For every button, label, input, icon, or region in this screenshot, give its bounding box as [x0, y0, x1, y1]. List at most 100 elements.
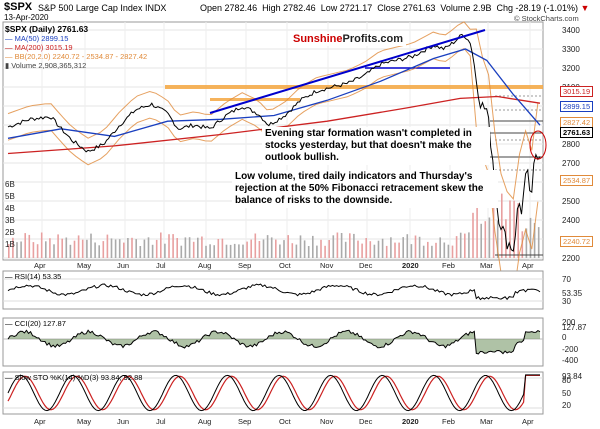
rsi-panel-frame: [2, 270, 544, 310]
volume-bar: [16, 242, 18, 258]
volume-bar: [143, 239, 146, 258]
volume-bar: [398, 242, 400, 258]
callout-evening-star: Evening star formation wasn't completed …: [262, 127, 490, 165]
volume-bar: [464, 233, 466, 258]
volume-bar: [164, 243, 166, 258]
volume-bar: [344, 241, 347, 258]
right-axis-label: 2534.87: [560, 175, 594, 186]
x-tick-label: Apr: [522, 261, 534, 270]
volume-axis-label: 3B: [5, 216, 15, 225]
volume-bar: [476, 202, 478, 258]
legend-volume: ▮ Volume 2,908,365,312: [5, 61, 87, 70]
evening-star-ellipse: [529, 130, 547, 160]
right-axis-label: 20: [562, 401, 571, 410]
volume-bar: [455, 236, 458, 258]
volume-bar: [369, 241, 372, 258]
x-tick-label: Oct: [279, 417, 292, 426]
legend-ma50: — MA(50) 2899.15: [5, 34, 69, 43]
volume-bar: [188, 237, 191, 258]
x-tick-label: Dec: [359, 417, 373, 426]
legend-ma200: — MA(200) 3015.19: [5, 43, 73, 52]
right-axis-label: 93.84: [562, 372, 583, 381]
right-axis-label: 2240.72: [560, 236, 594, 247]
volume-bar: [28, 234, 31, 258]
volume-bar: [114, 239, 117, 258]
x-axis-labels-main: Apr May Jun Jul Aug Sep Oct Nov Dec 2020 Feb Mar Apr: [34, 261, 534, 270]
orange-resistance-zone-1: [165, 85, 543, 89]
volume-bar: [480, 223, 482, 258]
volume-bar: [447, 244, 450, 258]
rsi-line: [7, 283, 541, 301]
volume-bar: [422, 245, 425, 258]
ma50-line: [7, 48, 541, 139]
volume-bar: [250, 239, 252, 258]
volume-bar: [410, 244, 413, 258]
volume-bar: [184, 237, 187, 258]
legend-main: $SPX (Daily) 2761.63: [5, 24, 89, 34]
volume-bar: [221, 238, 224, 258]
volume-bar: [279, 244, 281, 258]
volume-bar: [357, 240, 359, 258]
volume-bar: [332, 235, 335, 258]
volume-bar: [160, 232, 162, 258]
right-axis-label: 2500: [562, 197, 580, 206]
volume-bar: [40, 232, 43, 258]
volume-bar: [102, 241, 105, 258]
sto-label: — Slow STO %K(14) %D(3) 93.84, 92.88: [5, 373, 143, 382]
volume-bar: [435, 242, 437, 258]
volume-bar: [127, 238, 129, 258]
volume-bar: [69, 244, 72, 258]
x-tick-label: Sep: [238, 261, 251, 270]
volume-bar: [418, 236, 421, 258]
volume-bar: [509, 200, 511, 258]
volume-bar: [205, 245, 207, 258]
x-tick-label: 2020: [402, 261, 419, 270]
volume-bar: [229, 244, 232, 258]
blue-trendline: [209, 29, 486, 114]
volume-bar: [53, 244, 55, 258]
volume-bar: [496, 220, 499, 258]
volume-bar: [94, 242, 96, 258]
volume-bar: [414, 235, 417, 258]
right-axis-label: 80: [562, 376, 571, 385]
volume-bar: [431, 245, 433, 258]
x-tick-label: Apr: [34, 417, 46, 426]
right-axis-label: 0: [562, 333, 567, 342]
right-axis-label: 3015.19: [560, 86, 594, 97]
volume-bar: [238, 244, 240, 258]
volume-bar: [525, 228, 528, 258]
volume-bar: [176, 238, 178, 258]
volume-bar: [320, 239, 322, 258]
volume-bar: [299, 235, 302, 258]
volume-axis-label: 1B: [5, 240, 15, 249]
price-line: [7, 33, 541, 252]
x-tick-label: Jun: [117, 261, 129, 270]
right-axis-label: 50: [562, 389, 571, 398]
right-axis-label: 30: [562, 297, 571, 306]
volume-bar: [139, 246, 142, 258]
right-axis-label: 200: [562, 318, 576, 327]
volume-bar: [106, 234, 109, 258]
volume-bar: [537, 227, 540, 258]
right-axis-label: 3300: [562, 45, 580, 54]
x-tick-label: Dec: [359, 261, 373, 270]
right-axis-label: 2800: [562, 140, 580, 149]
x-tick-label: Jul: [156, 261, 166, 270]
x-tick-label: Feb: [442, 261, 455, 270]
volume-bar: [336, 232, 339, 258]
volume-bar: [86, 239, 88, 258]
volume-bar: [406, 234, 409, 258]
copyright: © StockCharts.com: [514, 14, 579, 23]
ma200-line: [7, 95, 541, 155]
volume-bar: [295, 244, 298, 258]
volume-bar: [402, 237, 404, 258]
volume-bar: [81, 239, 84, 258]
volume-bar: [303, 240, 306, 258]
volume-bar: [385, 245, 388, 258]
right-axis-label: 2761.63: [560, 127, 594, 138]
rsi-label: — RSI(14) 53.35: [5, 272, 62, 281]
volume-bar: [517, 203, 519, 258]
x-tick-label: 2020: [402, 417, 419, 426]
volume-bar: [451, 245, 454, 258]
